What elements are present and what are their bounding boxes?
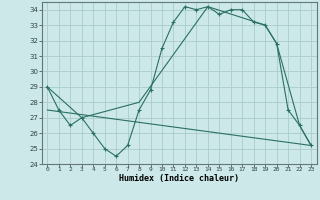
X-axis label: Humidex (Indice chaleur): Humidex (Indice chaleur) — [119, 174, 239, 183]
